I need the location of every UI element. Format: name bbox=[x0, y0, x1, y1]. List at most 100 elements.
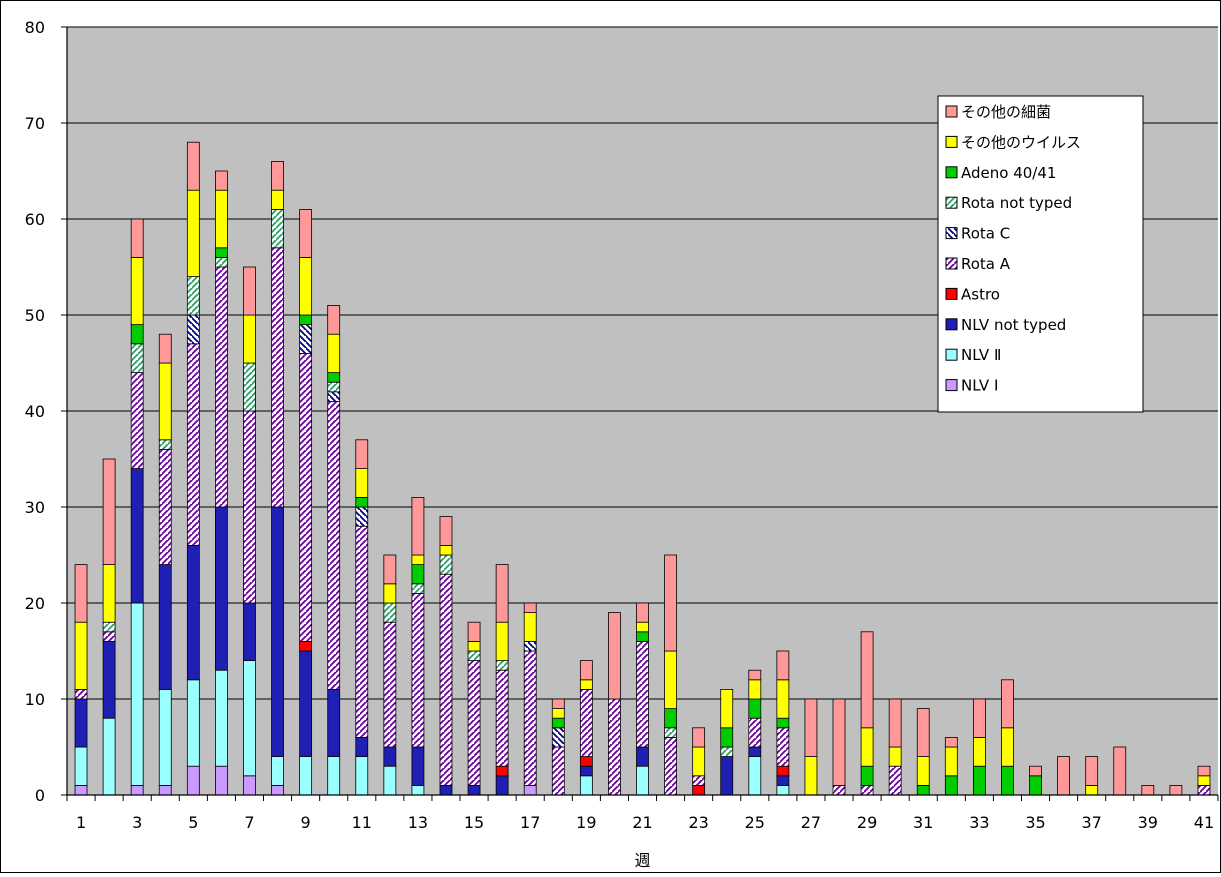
bar-segment bbox=[299, 641, 313, 652]
bar-segment bbox=[972, 765, 986, 796]
bar-segment bbox=[327, 756, 341, 796]
bar-stack-week-33 bbox=[972, 698, 986, 796]
bar-segment bbox=[944, 775, 958, 796]
bar-segment bbox=[299, 256, 313, 316]
y-tick-label: 40 bbox=[25, 402, 45, 421]
bar-segment bbox=[215, 256, 228, 268]
legend-swatch bbox=[945, 105, 958, 118]
bar-stack-week-37 bbox=[1085, 756, 1099, 796]
bar-stack-week-14 bbox=[439, 516, 453, 796]
y-tick-label: 20 bbox=[25, 594, 45, 613]
x-tick-label: 3 bbox=[132, 813, 142, 832]
bar-segment bbox=[383, 621, 397, 748]
bar-segment bbox=[579, 765, 593, 777]
bar-segment bbox=[523, 785, 537, 796]
bar-stack-week-3 bbox=[130, 218, 144, 796]
bar-segment bbox=[1085, 785, 1099, 796]
bar-stack-week-28 bbox=[832, 698, 846, 796]
bar-segment bbox=[271, 506, 284, 758]
bar-stack-week-40 bbox=[1169, 785, 1183, 796]
bar-stack-week-11 bbox=[355, 439, 369, 796]
bar-segment bbox=[664, 650, 677, 709]
bar-segment bbox=[355, 496, 369, 508]
bar-segment bbox=[74, 689, 88, 700]
bar-segment bbox=[495, 564, 509, 623]
bar-segment bbox=[1085, 756, 1099, 786]
bar-stack-week-30 bbox=[888, 698, 902, 796]
legend-item: Rota C bbox=[945, 225, 1010, 243]
bar-segment bbox=[439, 545, 453, 556]
legend-box bbox=[937, 95, 1144, 413]
bar-segment bbox=[186, 276, 200, 316]
bar-segment bbox=[355, 506, 369, 527]
bar-segment bbox=[860, 727, 874, 767]
bar-segment bbox=[130, 468, 144, 604]
bar-segment bbox=[130, 343, 144, 373]
y-tick-label: 0 bbox=[35, 786, 45, 805]
bar-stack-week-2 bbox=[102, 458, 116, 796]
bar-segment bbox=[1169, 785, 1183, 796]
bar-segment bbox=[579, 756, 593, 767]
bar-segment bbox=[186, 189, 200, 277]
bar-segment bbox=[74, 785, 88, 796]
legend-label: NLV Ⅰ bbox=[961, 377, 998, 395]
bar-segment bbox=[720, 746, 734, 758]
bar-segment bbox=[74, 564, 88, 623]
bar-segment bbox=[495, 660, 509, 671]
bar-segment bbox=[720, 689, 734, 729]
bar-segment bbox=[636, 631, 649, 642]
bar-stack-week-6 bbox=[215, 170, 228, 796]
bar-segment bbox=[944, 746, 958, 777]
bar-segment bbox=[102, 621, 116, 633]
legend-swatch bbox=[945, 227, 958, 240]
bar-segment bbox=[551, 727, 565, 748]
bar-segment bbox=[158, 564, 172, 690]
bar-segment bbox=[776, 679, 790, 719]
bar-segment bbox=[1197, 775, 1211, 786]
bar-segment bbox=[551, 698, 565, 710]
bar-stack-week-27 bbox=[804, 698, 818, 796]
bar-segment bbox=[664, 708, 677, 729]
bar-segment bbox=[215, 506, 228, 671]
bar-stack-week-31 bbox=[916, 708, 930, 796]
bar-stack-week-38 bbox=[1113, 746, 1127, 796]
bar-segment bbox=[327, 304, 341, 335]
bar-segment bbox=[1057, 756, 1070, 796]
bar-segment bbox=[860, 785, 874, 796]
legend-item: Rota not typed bbox=[945, 194, 1072, 212]
bar-segment bbox=[327, 372, 341, 383]
bar-stack-week-15 bbox=[467, 621, 481, 796]
bar-segment bbox=[383, 583, 397, 604]
bar-stack-week-25 bbox=[748, 669, 762, 796]
bar-segment bbox=[411, 746, 425, 786]
bar-segment bbox=[551, 717, 565, 729]
y-tick-label: 30 bbox=[25, 498, 45, 517]
bar-segment bbox=[130, 602, 144, 786]
bar-segment bbox=[636, 641, 649, 748]
legend-swatch bbox=[945, 348, 958, 361]
bar-segment bbox=[608, 612, 621, 700]
bar-segment bbox=[186, 679, 200, 767]
bar-segment bbox=[411, 593, 425, 748]
bar-segment bbox=[243, 266, 256, 316]
x-tick-label: 29 bbox=[857, 813, 877, 832]
bar-segment bbox=[551, 708, 565, 719]
bar-segment bbox=[243, 602, 256, 661]
bar-stack-week-21 bbox=[636, 602, 649, 796]
bar-segment bbox=[158, 689, 172, 786]
x-tick-label: 33 bbox=[969, 813, 989, 832]
bar-segment bbox=[523, 602, 537, 614]
bar-segment bbox=[467, 650, 481, 662]
bar-segment bbox=[636, 602, 649, 623]
bar-segment bbox=[1001, 679, 1014, 729]
bar-segment bbox=[383, 554, 397, 585]
legend-label: Adeno 40/41 bbox=[961, 164, 1056, 182]
bar-segment bbox=[271, 785, 284, 796]
bar-segment bbox=[495, 765, 509, 777]
legend-swatch bbox=[945, 257, 958, 270]
bar-segment bbox=[327, 689, 341, 758]
bar-stack-week-1 bbox=[74, 564, 88, 796]
bar-segment bbox=[888, 765, 902, 796]
bar-segment bbox=[579, 775, 593, 796]
